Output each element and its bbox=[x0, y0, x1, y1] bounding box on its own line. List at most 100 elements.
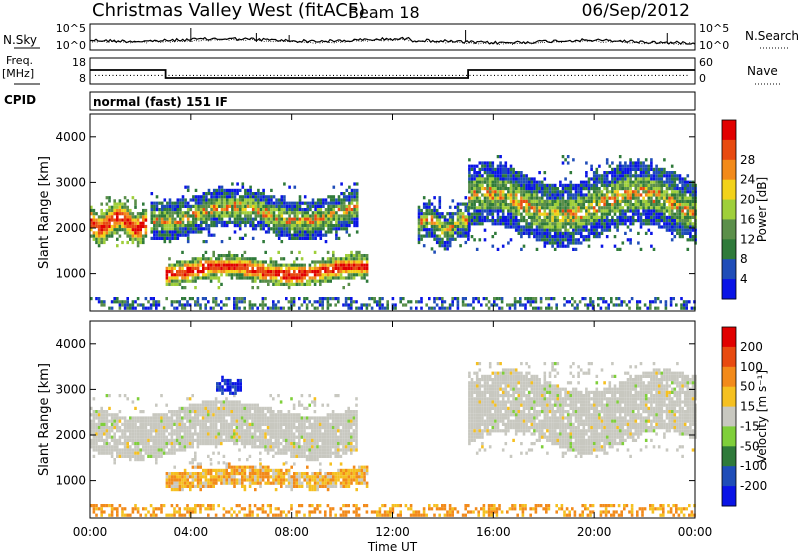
velocity-echo-cell bbox=[152, 448, 155, 452]
power-echo-cell bbox=[220, 214, 224, 218]
velocity-echo-cell bbox=[181, 410, 184, 414]
power-echo-cell bbox=[313, 250, 317, 254]
power-echo-cell bbox=[525, 209, 528, 213]
power-echo-cell bbox=[563, 303, 566, 307]
power-echo-cell bbox=[171, 204, 174, 208]
power-echo-cell bbox=[298, 250, 301, 254]
power-echo-cell bbox=[269, 257, 273, 261]
power-echo-cell bbox=[97, 228, 101, 232]
power-echo-cell bbox=[574, 228, 578, 232]
velocity-echo-cell bbox=[253, 403, 257, 407]
velocity-echo-cell bbox=[209, 416, 213, 420]
velocity-echo-cell bbox=[272, 410, 275, 414]
power-echo-cell bbox=[296, 233, 299, 237]
power-echo-cell bbox=[199, 257, 202, 261]
power-echo-cell bbox=[478, 222, 482, 226]
power-echo-cell bbox=[564, 209, 567, 213]
velocity-echo-cell bbox=[233, 442, 236, 446]
power-echo-cell bbox=[355, 300, 358, 304]
power-echo-cell bbox=[668, 171, 671, 175]
power-echo-cell bbox=[475, 247, 479, 251]
power-echo-cell bbox=[254, 270, 257, 274]
power-echo-cell bbox=[626, 183, 630, 187]
power-echo-cell bbox=[90, 228, 93, 232]
power-echo-cell bbox=[543, 171, 547, 175]
power-echo-cell bbox=[270, 217, 273, 221]
power-echo-cell bbox=[311, 279, 314, 283]
power-echo-cell bbox=[595, 199, 599, 203]
power-echo-cell bbox=[642, 196, 645, 200]
power-echo-cell bbox=[233, 273, 236, 277]
power-echo-cell bbox=[579, 225, 583, 229]
power-echo-cell bbox=[613, 190, 617, 194]
power-echo-cell bbox=[572, 247, 575, 251]
power-echo-cell bbox=[300, 276, 304, 280]
power-echo-cell bbox=[569, 209, 573, 213]
power-echo-cell bbox=[207, 300, 210, 304]
power-echo-cell bbox=[283, 182, 286, 186]
power-echo-cell bbox=[535, 225, 539, 229]
power-echo-cell bbox=[118, 212, 122, 216]
power-echo-cell bbox=[618, 155, 622, 159]
power-echo-cell bbox=[555, 306, 558, 310]
power-echo-cell bbox=[225, 254, 228, 258]
velocity-echo-cell bbox=[266, 419, 270, 423]
power-echo-cell bbox=[316, 273, 319, 277]
power-echo-cell bbox=[259, 270, 262, 274]
power-echo-cell bbox=[585, 180, 588, 184]
power-echo-cell bbox=[574, 183, 578, 187]
power-echo-cell bbox=[512, 196, 515, 200]
power-echo-cell bbox=[520, 228, 523, 232]
power-echo-cell bbox=[236, 208, 239, 212]
velocity-echo-cell bbox=[134, 422, 137, 426]
power-echo-cell bbox=[683, 222, 687, 226]
power-echo-cell bbox=[264, 279, 267, 283]
power-echo-cell bbox=[638, 306, 642, 310]
power-echo-cell bbox=[556, 244, 560, 248]
power-echo-cell bbox=[155, 195, 159, 199]
power-echo-cell bbox=[657, 174, 661, 178]
velocity-echo-cell bbox=[233, 403, 236, 407]
velocity-echo-cell bbox=[149, 438, 153, 442]
power-echo-cell bbox=[355, 214, 359, 218]
power-echo-cell bbox=[592, 209, 596, 213]
velocity-echo-cell bbox=[136, 432, 140, 436]
power-echo-cell bbox=[430, 208, 434, 213]
power-echo-cell bbox=[438, 244, 442, 248]
velocity-echo-cell bbox=[207, 416, 210, 420]
power-echo-cell bbox=[215, 204, 219, 208]
velocity-echo-cell bbox=[264, 416, 267, 420]
power-echo-cell bbox=[306, 279, 309, 283]
power-echo-cell bbox=[430, 247, 434, 251]
power-echo-cell bbox=[535, 193, 539, 197]
power-echo-cell bbox=[376, 303, 379, 307]
power-echo-cell bbox=[448, 240, 452, 245]
power-echo-cell bbox=[564, 244, 567, 248]
power-echo-cell bbox=[553, 187, 557, 191]
power-echo-cell bbox=[152, 303, 155, 307]
power-echo-cell bbox=[592, 222, 596, 226]
power-echo-cell bbox=[222, 263, 226, 267]
power-echo-cell bbox=[131, 306, 135, 310]
power-echo-cell bbox=[540, 225, 544, 229]
power-echo-cell bbox=[616, 199, 619, 203]
power-echo-cell bbox=[277, 266, 280, 270]
power-echo-cell bbox=[592, 174, 596, 178]
power-echo-cell bbox=[670, 231, 674, 235]
power-echo-cell bbox=[136, 240, 140, 245]
power-echo-cell bbox=[613, 235, 617, 239]
power-echo-cell bbox=[689, 228, 692, 232]
power-echo-cell bbox=[448, 237, 452, 241]
velocity-echo-cell bbox=[191, 426, 194, 430]
power-echo-cell bbox=[688, 300, 691, 304]
velocity-echo-cell bbox=[144, 435, 148, 439]
power-echo-cell bbox=[170, 282, 174, 286]
power-echo-cell bbox=[527, 193, 531, 197]
power-echo-cell bbox=[97, 234, 101, 238]
power-echo-cell bbox=[626, 196, 630, 200]
power-echo-cell bbox=[668, 203, 671, 207]
velocity-echo-cell bbox=[103, 448, 106, 452]
power-echo-cell bbox=[142, 306, 145, 310]
power-echo-cell bbox=[153, 220, 156, 224]
power-echo-cell bbox=[340, 208, 343, 212]
